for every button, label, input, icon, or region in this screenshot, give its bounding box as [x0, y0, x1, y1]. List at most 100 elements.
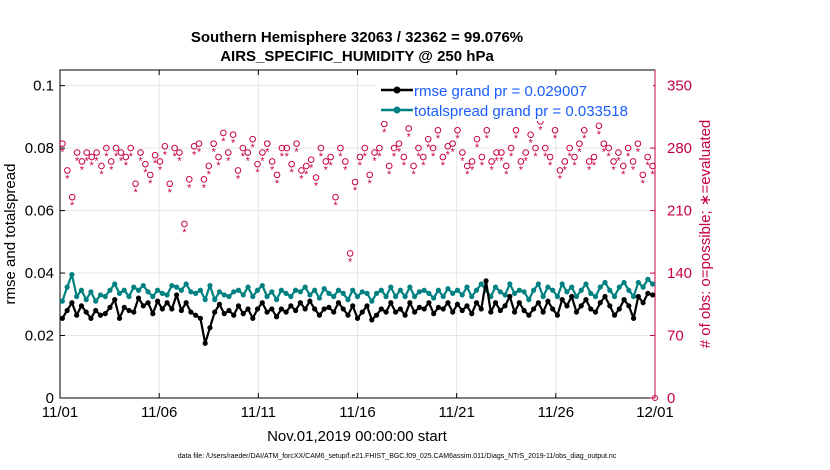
- rmse-point: [516, 300, 522, 306]
- rmse-point: [416, 304, 422, 311]
- rmse-point: [69, 300, 75, 306]
- rmse-point: [116, 315, 123, 321]
- rmse-point: [193, 312, 199, 318]
- obs-possible-marker: [166, 180, 174, 188]
- totalspread-point: [592, 293, 599, 300]
- x-axis-label: Nov.01,2019 00:00:00 start: [267, 428, 448, 445]
- obs-evaluated-marker: *: [470, 164, 475, 176]
- rmse-point: [254, 306, 261, 312]
- obs-evaluated-marker: *: [524, 156, 529, 168]
- totalspread-point: [431, 295, 437, 301]
- obs-possible-marker: [229, 131, 237, 139]
- totalspread-point: [616, 284, 622, 290]
- totalspread-point: [650, 281, 656, 287]
- totalspread-point: [231, 289, 237, 295]
- obs-evaluated-marker: *: [465, 169, 470, 181]
- totalspread-point: [283, 290, 289, 296]
- obs-evaluated-marker: *: [255, 167, 260, 179]
- rmse-point: [212, 309, 218, 315]
- obs-evaluated-marker: *: [158, 164, 163, 176]
- obs-possible-marker: [273, 171, 281, 179]
- obs-possible-marker: [293, 140, 300, 147]
- obs-possible-marker: [634, 140, 642, 147]
- rmse-point: [650, 292, 656, 298]
- obs-evaluated-marker: *: [455, 133, 460, 145]
- totalspread-point: [459, 292, 465, 298]
- totalspread-point: [83, 297, 89, 303]
- obs-possible-marker: [244, 149, 252, 156]
- rmse-point: [273, 314, 280, 320]
- obs-evaluated-marker: *: [70, 200, 75, 212]
- obs-evaluated-marker: *: [114, 151, 119, 163]
- rmse-point: [231, 312, 237, 318]
- totalspread-point: [331, 293, 337, 300]
- obs-possible-marker: [585, 158, 593, 165]
- totalspread-point: [626, 287, 632, 293]
- rmse-point: [554, 312, 561, 318]
- obs-evaluated-marker: *: [143, 167, 148, 179]
- totalspread-point: [416, 289, 422, 295]
- rmse-point: [607, 303, 613, 309]
- totalspread-point: [164, 292, 170, 298]
- obs-possible-marker: [142, 160, 149, 168]
- obs-possible-marker: [322, 158, 330, 165]
- totalspread-point: [369, 298, 375, 304]
- obs-evaluated-marker: *: [441, 160, 446, 172]
- obs-evaluated-marker: *: [138, 156, 143, 168]
- rmse-point: [269, 306, 275, 312]
- obs-possible-marker: [302, 162, 310, 170]
- obs-evaluated-marker: *: [411, 169, 416, 181]
- totalspread-point: [397, 287, 403, 293]
- y2-tick-label: 210: [667, 203, 692, 220]
- obs-evaluated-marker: *: [265, 147, 270, 159]
- obs-possible-marker: [546, 153, 554, 161]
- rmse-point: [112, 297, 118, 303]
- obs-possible-marker: [502, 162, 510, 170]
- obs-evaluated-marker: *: [231, 138, 236, 150]
- y-tick-label: 0: [46, 390, 54, 407]
- rmse-point: [245, 306, 251, 312]
- rmse-point: [178, 307, 184, 314]
- obs-evaluated-marker: *: [275, 178, 280, 190]
- totalspread-point: [250, 293, 256, 300]
- totalspread-point: [312, 287, 318, 293]
- obs-evaluated-marker: *: [538, 124, 543, 136]
- obs-possible-marker: [254, 160, 261, 168]
- obs-evaluated-marker: *: [543, 151, 548, 163]
- rmse-point: [545, 298, 551, 304]
- obs-possible-marker: [210, 140, 217, 147]
- totalspread-point: [535, 281, 541, 287]
- obs-evaluated-marker: *: [582, 133, 587, 145]
- obs-evaluated-marker: *: [324, 164, 329, 176]
- rmse-point: [235, 303, 242, 309]
- obs-possible-marker: [629, 158, 637, 165]
- y2-tick-label: 280: [667, 140, 692, 157]
- obs-possible-marker: [346, 250, 354, 257]
- obs-possible-marker: [478, 153, 486, 161]
- totalspread-point: [88, 289, 94, 295]
- totalspread-point: [440, 293, 446, 300]
- obs-possible-marker: [317, 144, 325, 152]
- totalspread-point: [645, 276, 651, 282]
- rmse-point: [588, 306, 594, 312]
- obs-possible-marker: [132, 180, 139, 188]
- rmse-point: [64, 307, 70, 314]
- y-axis-label: rmse and totalspread: [2, 164, 19, 305]
- obs-possible-marker: [332, 193, 339, 201]
- obs-possible-marker: [488, 158, 495, 165]
- totalspread-point: [169, 282, 175, 289]
- rmse-point: [331, 309, 337, 315]
- totalspread-point: [316, 295, 323, 301]
- rmse-point: [354, 315, 361, 321]
- rmse-point: [502, 303, 508, 309]
- obs-evaluated-marker: *: [509, 151, 514, 163]
- obs-possible-marker: [512, 126, 520, 134]
- rmse-point: [350, 303, 356, 309]
- totalspread-point: [116, 290, 123, 296]
- obs-evaluated-marker: *: [494, 156, 499, 168]
- obs-evaluated-marker: *: [528, 138, 533, 150]
- rmse-point: [135, 295, 142, 301]
- obs-evaluated-marker: *: [168, 187, 173, 199]
- obs-possible-marker: [103, 144, 110, 152]
